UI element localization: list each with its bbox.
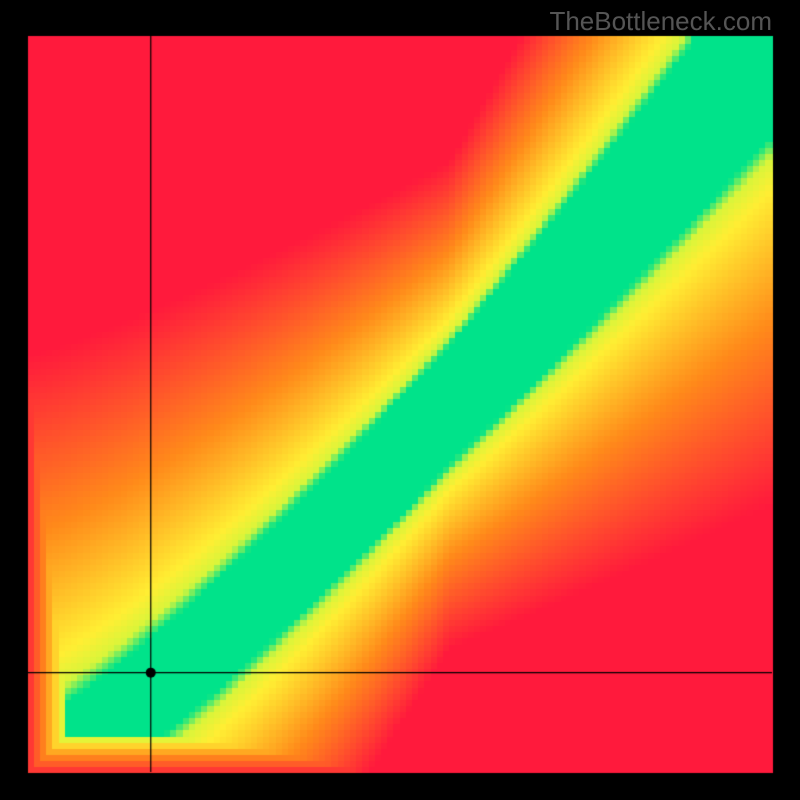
chart-container: TheBottleneck.com (0, 0, 800, 800)
watermark-text: TheBottleneck.com (549, 6, 772, 37)
bottleneck-heatmap (0, 0, 800, 800)
